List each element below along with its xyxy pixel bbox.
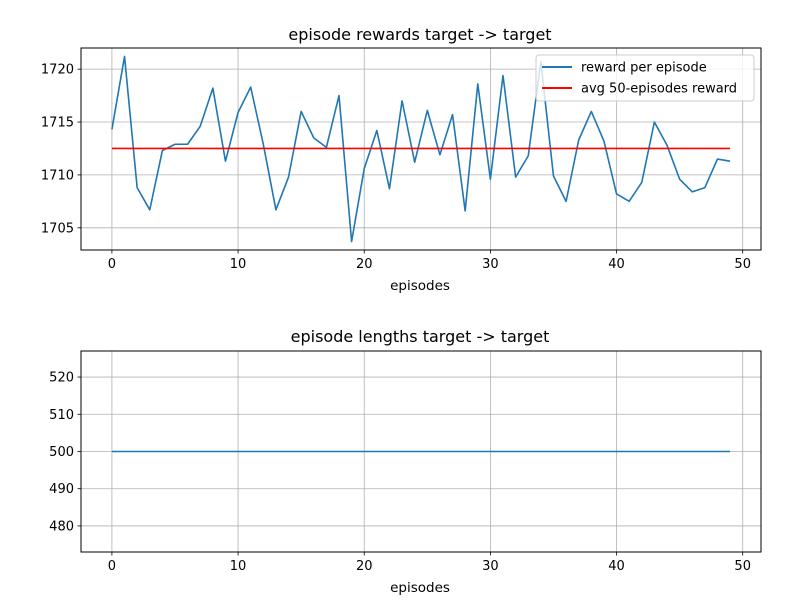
rewards-ticks: 0 10 20 30 40 50 1705 1710 1715 1720	[41, 63, 751, 272]
lengths-y-tick-label: 480	[49, 519, 74, 534]
rewards-x-tick-label: 10	[230, 257, 247, 272]
rewards-x-tick-label: 40	[608, 257, 625, 272]
lengths-x-tick-label: 0	[108, 559, 116, 574]
rewards-x-tick-label: 30	[482, 257, 499, 272]
rewards-y-tick-label: 1715	[41, 116, 74, 131]
rewards-x-tick-label: 0	[108, 257, 116, 272]
lengths-ticks: 0 10 20 30 40 50 480 490 500 510 520	[49, 371, 751, 574]
rewards-x-axis-label: episodes	[390, 278, 450, 294]
rewards-line-reward-per-episode	[111, 55, 731, 243]
legend-label-average: avg 50-episodes reward	[581, 82, 737, 97]
rewards-y-tick-label: 1720	[41, 63, 74, 78]
lengths-y-tick-label: 500	[49, 445, 74, 460]
lengths-x-axis-label: episodes	[390, 580, 450, 596]
rewards-grid	[81, 48, 761, 250]
rewards-x-tick-label: 20	[356, 257, 373, 272]
rewards-y-tick-label: 1705	[41, 221, 74, 236]
rewards-chart-title: episode rewards target -> target	[288, 25, 551, 44]
rewards-y-tick-label: 1710	[41, 168, 74, 183]
lengths-x-tick-label: 10	[230, 559, 247, 574]
lengths-x-tick-label: 30	[482, 559, 499, 574]
lengths-y-tick-label: 520	[49, 371, 74, 386]
lengths-chart-title: episode lengths target -> target	[291, 327, 550, 346]
rewards-x-tick-label: 50	[734, 257, 751, 272]
lengths-y-tick-label: 490	[49, 482, 74, 497]
rewards-lines	[111, 55, 731, 243]
rewards-legend: reward per episode avg 50-episodes rewar…	[535, 54, 755, 102]
lengths-y-tick-label: 510	[49, 408, 74, 423]
lengths-x-tick-label: 40	[608, 559, 625, 574]
rewards-chart: episode rewards target -> target 0 10 20 30…	[41, 25, 762, 294]
legend-frame	[535, 54, 755, 102]
legend-label-reward: reward per episode	[581, 61, 707, 76]
rewards-plot-frame	[80, 47, 762, 251]
lengths-x-tick-label: 20	[356, 559, 373, 574]
lengths-chart: episode lengths target -> target 0 10 20 30…	[49, 327, 762, 596]
lengths-x-tick-label: 50	[734, 559, 751, 574]
